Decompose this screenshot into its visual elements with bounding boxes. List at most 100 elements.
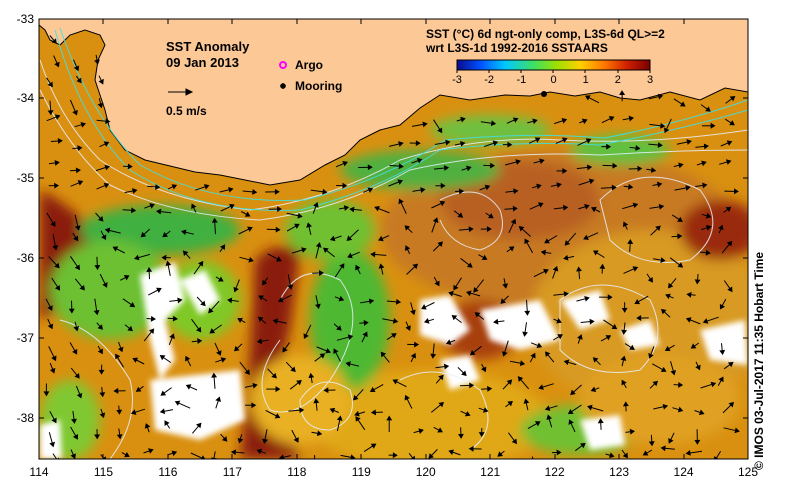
velocity-arrow-head [76,392,83,399]
velocity-arrow-head [534,421,541,427]
velocity-arrow-head [634,298,641,305]
velocity-arrow-head [589,318,595,325]
velocity-arrow-head [392,317,399,324]
velocity-arrow-head [660,122,666,129]
velocity-arrow-head [316,430,323,437]
sst-field [39,19,748,459]
velocity-arrow-head [172,315,178,322]
velocity-arrow-head [370,443,377,449]
velocity-arrow-head [272,318,278,325]
velocity-arrow-head [248,256,254,263]
x-tick-label: 124 [673,465,694,479]
velocity-arrow-head [354,410,360,417]
velocity-arrow-head [293,437,299,443]
y-tick-label: -37 [16,331,34,345]
velocity-arrow-head [51,38,57,44]
velocity-arrow-head [146,266,153,272]
velocity-arrow-head [233,286,239,293]
velocity-arrow-head [123,275,130,281]
x-tick-label: 120 [415,465,436,479]
velocity-arrow-head [694,439,701,445]
x-tick-label: 119 [351,465,371,479]
velocity-arrow-head [378,235,384,242]
velocity-arrow-head [668,282,674,289]
velocity-arrow-head [727,361,734,368]
velocity-arrow-head [507,401,513,407]
velocity-arrow-head [621,307,628,313]
velocity-arrow-head [670,369,677,376]
velocity-arrow-head [609,452,615,459]
velocity-arrow-head [116,434,123,440]
velocity-arrow-head [628,115,635,122]
velocity-arrow-head [132,357,139,363]
velocity-arrow-head [432,217,439,223]
velocity-arrow-head [404,394,410,401]
velocity-arrow-head [469,382,475,389]
velocity-arrow-head [47,323,54,330]
velocity-arrow-head [415,140,421,147]
velocity-arrow-head [156,208,162,215]
velocity-arrow-head [404,245,411,251]
velocity-arrow-head [570,389,576,396]
x-tick-label: 116 [158,465,178,479]
velocity-arrow-head [457,212,464,218]
velocity-arrow-head [660,308,667,315]
velocity-arrow-head [244,369,250,375]
velocity-arrow-head [611,323,618,330]
velocity-arrow-head [277,296,284,303]
velocity-arrow-head [346,235,353,241]
velocity-arrow-head [611,184,617,191]
velocity-arrow-head [577,334,583,340]
velocity-arrow-head [258,295,264,301]
velocity-arrow-head [208,307,214,314]
velocity-arrow-head [532,118,538,125]
velocity-arrow-head [473,287,479,293]
velocity-arrow-head [698,409,705,416]
velocity-arrow-head [556,182,562,188]
velocity-arrow-head [52,245,59,251]
velocity-arrow-head [622,452,628,459]
velocity-arrow-head [47,110,54,116]
velocity-arrow-head [443,363,450,370]
velocity-arrow-head [374,205,380,212]
velocity-arrow-head [655,225,661,231]
velocity-arrow-head [733,188,739,195]
x-tick-label: 115 [93,465,114,479]
velocity-arrow-head [54,114,61,120]
velocity-arrow-head [195,326,202,333]
product-line2: wrt L3S-1d 1992-2016 SSTAARS [426,41,608,55]
velocity-arrow-head [380,351,387,358]
plot-frame [38,18,749,460]
velocity-arrow-head [49,367,56,374]
velocity-arrow-head [336,415,343,421]
velocity-arrow-head [355,416,361,422]
velocity-arrow-head [130,409,137,416]
velocity-arrow-head [564,240,571,246]
velocity-arrow-head [635,145,641,151]
velocity-arrow-head [586,164,593,171]
velocity-arrow-head [127,163,133,170]
velocity-arrow-head [323,387,329,394]
velocity-arrow-head [74,264,80,271]
velocity-arrow-head [622,221,629,228]
velocity-arrow-head [54,262,60,269]
velocity-arrow-head [506,379,513,385]
velocity-arrow-head [678,381,684,388]
velocity-arrow-head [421,304,427,310]
velocity-arrows [43,35,740,459]
velocity-arrow-head [101,234,107,241]
velocity-arrow-head [73,65,80,72]
velocity-arrow-head [513,188,519,195]
velocity-arrow-head [597,418,604,424]
velocity-arrow-head [315,303,321,310]
argo-label: Argo [295,58,323,72]
velocity-arrow-head [662,403,669,410]
y-tick-label: -38 [16,411,34,425]
velocity-arrow-head [576,266,582,272]
velocity-arrow-head [650,167,657,173]
velocity-arrow-head [466,262,473,268]
velocity-arrow-head [552,265,559,272]
velocity-arrow [531,456,534,459]
velocity-arrow-head [148,328,155,335]
velocity-arrow-head [562,204,569,211]
